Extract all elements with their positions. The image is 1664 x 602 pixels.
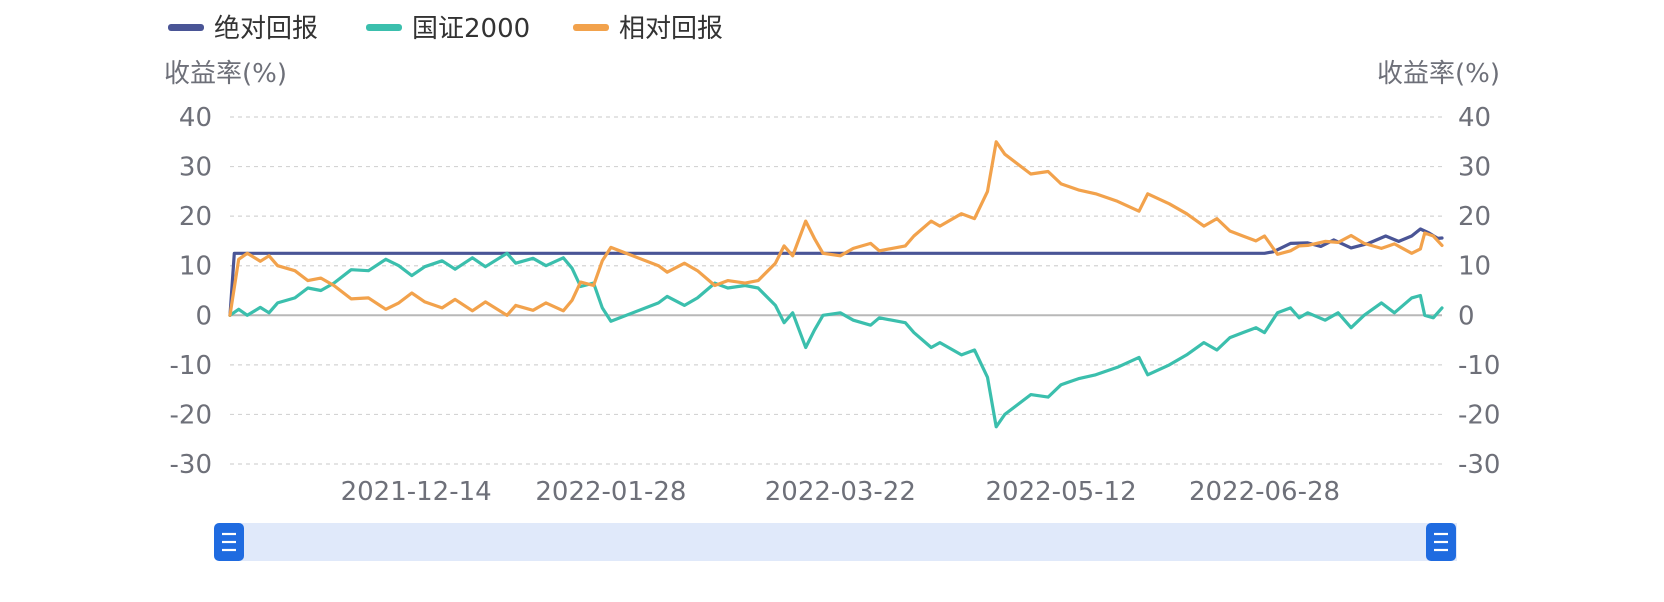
y-axis-right: 40 30 20 10 0 -10 -20 -30 [1458, 103, 1500, 480]
y-tick-left: -30 [170, 450, 212, 480]
y-tick-left: 30 [179, 153, 212, 183]
legend-item-relative[interactable]: 相对回报 [573, 14, 723, 44]
y-axis-left: 40 30 20 10 0 -10 -20 -30 [170, 103, 212, 480]
y-tick-right: 10 [1458, 252, 1491, 282]
y-tick-right: 20 [1458, 202, 1491, 232]
series-line-0 [228, 227, 1444, 317]
y-tick-left: -20 [170, 400, 212, 430]
x-tick-label: 2022-06-28 [1189, 477, 1340, 507]
legend-label-relative: 相对回报 [619, 14, 723, 44]
legend-item-absolute[interactable]: 绝对回报 [168, 14, 318, 44]
legend-swatch-absolute [168, 24, 204, 31]
legend-label-absolute: 绝对回报 [214, 14, 318, 44]
legend-label-index: 国证2000 [412, 14, 530, 44]
y-tick-right: 0 [1458, 301, 1475, 331]
y-tick-left: 10 [179, 252, 212, 282]
y-tick-left: -10 [170, 351, 212, 381]
y-tick-left: 40 [179, 103, 212, 133]
x-tick-label: 2022-03-22 [765, 477, 916, 507]
y-tick-left: 20 [179, 202, 212, 232]
slider-track[interactable] [229, 523, 1457, 561]
x-axis: 2021-12-14 2022-01-28 2022-03-22 2022-05-12… [341, 477, 1341, 507]
slider-handle-left[interactable] [214, 523, 244, 561]
y-tick-right: -20 [1458, 400, 1500, 430]
y-axis-left-title: 收益率(%) [164, 59, 287, 89]
data-zoom-slider[interactable] [214, 523, 1457, 561]
legend-swatch-relative [573, 24, 609, 31]
x-tick-label: 2022-05-12 [986, 477, 1137, 507]
series-line-2 [228, 140, 1444, 317]
y-axis-right-title: 收益率(%) [1377, 59, 1500, 89]
series-line-1 [228, 251, 1444, 429]
legend-item-index[interactable]: 国证2000 [366, 14, 530, 44]
slider-handle-right[interactable] [1426, 523, 1456, 561]
y-tick-right: -10 [1458, 351, 1500, 381]
gridlines [230, 116, 1442, 465]
x-tick-label: 2022-01-28 [535, 477, 686, 507]
series-lines [228, 140, 1444, 429]
y-tick-right: 30 [1458, 153, 1491, 183]
y-tick-left: 0 [195, 301, 212, 331]
legend[interactable]: 绝对回报 国证2000 相对回报 [168, 14, 723, 44]
x-tick-label: 2021-12-14 [341, 477, 492, 507]
y-tick-right: 40 [1458, 103, 1491, 133]
y-tick-right: -30 [1458, 450, 1500, 480]
legend-swatch-index [366, 24, 402, 31]
